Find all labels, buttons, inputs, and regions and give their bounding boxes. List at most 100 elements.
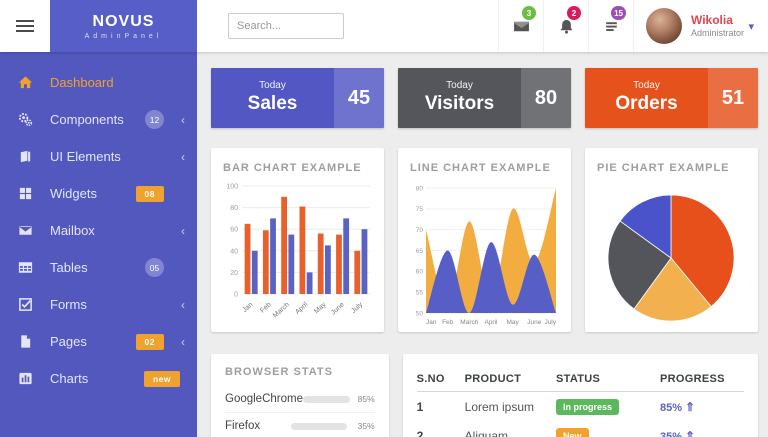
bar-chart: 0 20 40 60 80 100 Jan Feb March April May June July (226, 184, 370, 320)
user-name: Wikolia (691, 12, 733, 27)
browser-percent: 35% (357, 421, 375, 431)
svg-text:55: 55 (416, 289, 424, 296)
cell-sno: 2 (416, 428, 424, 437)
notifications-button[interactable]: 2 (543, 0, 588, 52)
tasks-badge: 15 (611, 6, 626, 20)
grid-icon (18, 186, 35, 202)
svg-text:50: 50 (416, 310, 424, 317)
sidebar-item-label: Pages (50, 334, 87, 349)
logo-title: NOVUS (92, 12, 155, 30)
arrow-up-icon: ⇑ (685, 428, 696, 437)
browser-percent: 85% (357, 394, 375, 404)
sidebar-item-widgets[interactable]: Widgets 08 (0, 175, 197, 212)
browser-stats-card: BROWSER STATS GoogleChrome 85% Firefox 3… (211, 354, 389, 437)
svg-text:April: April (484, 319, 498, 326)
svg-text:March: March (460, 319, 478, 326)
svg-text:20: 20 (230, 270, 238, 277)
sidebar-item-label: Mailbox (50, 223, 95, 238)
svg-text:May: May (507, 319, 520, 326)
sidebar-item-dashboard[interactable]: Dashboard (0, 64, 197, 101)
table-icon (18, 260, 35, 276)
sidebar-item-label: Charts (50, 371, 89, 386)
mail-icon (513, 21, 529, 31)
svg-text:Feb: Feb (259, 301, 273, 314)
sidebar-item-label: Tables (50, 260, 88, 275)
status-badge: In progress (556, 398, 620, 415)
col-header-sno: S.NO (416, 372, 445, 385)
svg-text:Jan: Jan (241, 301, 254, 314)
charts-badge: new (143, 370, 180, 387)
table-header-row: S.NO PRODUCT STATUS PROGRESS (416, 366, 744, 392)
svg-text:July: July (350, 301, 364, 315)
home-icon (18, 75, 35, 91)
sidebar-item-components[interactable]: Components 12 ‹ (0, 101, 197, 138)
sidebar-item-pages[interactable]: Pages 02 ‹ (0, 323, 197, 360)
user-menu[interactable]: Wikolia Administrator ▾ (633, 0, 768, 52)
svg-text:March: March (272, 301, 291, 319)
bottom-row: BROWSER STATS GoogleChrome 85% Firefox 3… (211, 354, 758, 437)
chevron-left-icon: ‹ (181, 112, 185, 127)
stat-label: Sales (247, 93, 298, 115)
table-row: 2 Aliquam New 35% ⇑ (417, 421, 744, 437)
stat-label: Visitors (424, 93, 495, 115)
menu-toggle-button[interactable] (0, 0, 50, 52)
check-square-icon (18, 297, 35, 313)
cell-progress: 35% ⇑ (660, 429, 744, 437)
pie-chart (607, 194, 735, 322)
file-icon (18, 334, 35, 350)
chevron-left-icon: ‹ (181, 149, 185, 164)
cell-sno: 1 (416, 399, 424, 414)
sidebar-item-forms[interactable]: Forms ‹ (0, 286, 197, 323)
line-chart-title: LINE CHART EXAMPLE (410, 162, 551, 174)
charts-row: BAR CHART EXAMPLE 0 20 40 60 80 100 Jan Feb Marc… (211, 148, 758, 332)
stat-card-sales: Today Sales 45 (211, 68, 384, 128)
col-header-progress: PROGRESS (660, 372, 725, 385)
stat-value: 80 (521, 68, 571, 128)
top-header: NOVUS AdminPanel 3 2 15 Wikolia Administ… (0, 0, 768, 52)
line-chart-card: LINE CHART EXAMPLE 50 55 60 65 70 75 80 Jan Feb M… (398, 148, 571, 332)
stat-value: 45 (334, 68, 384, 128)
pie-chart-title: PIE CHART EXAMPLE (597, 162, 730, 174)
tasks-button[interactable]: 15 (588, 0, 633, 52)
tables-badge: 05 (145, 258, 164, 277)
col-header-status: STATUS (556, 372, 601, 385)
sidebar-item-tables[interactable]: Tables 05 (0, 249, 197, 286)
brand-logo: NOVUS AdminPanel (50, 0, 197, 52)
messages-badge: 3 (522, 6, 536, 20)
chevron-left-icon: ‹ (181, 334, 185, 349)
svg-text:April: April (294, 301, 309, 316)
sidebar-item-label: Components (50, 112, 124, 127)
progress-bar (290, 422, 347, 430)
bar-chart-card: BAR CHART EXAMPLE 0 20 40 60 80 100 Jan Feb Marc… (211, 148, 384, 332)
stat-card-visitors: Today Visitors 80 (398, 68, 571, 128)
svg-text:70: 70 (416, 227, 424, 234)
sidebar-item-label: Forms (50, 297, 87, 312)
widgets-badge: 08 (135, 185, 164, 202)
sidebar-item-ui-elements[interactable]: UI Elements ‹ (0, 138, 197, 175)
pie-chart-card: PIE CHART EXAMPLE (585, 148, 758, 332)
components-badge: 12 (145, 110, 164, 129)
svg-text:80: 80 (230, 205, 238, 212)
sidebar-item-charts[interactable]: Charts new (0, 360, 197, 397)
stat-period: Today (446, 79, 473, 91)
bar-chart-title: BAR CHART EXAMPLE (223, 162, 362, 174)
book-icon (18, 149, 35, 165)
logo-subtitle: AdminPanel (84, 32, 163, 40)
notifications-badge: 2 (567, 6, 581, 20)
svg-text:June: June (330, 301, 346, 316)
svg-text:July: July (544, 319, 556, 326)
search-input[interactable] (228, 13, 344, 39)
products-table-card: S.NO PRODUCT STATUS PROGRESS 1 Lorem ips… (402, 354, 758, 437)
sidebar-nav: Dashboard Components 12 ‹ UI Elements ‹ … (0, 52, 197, 437)
messages-button[interactable]: 3 (498, 0, 543, 52)
stat-label: Orders (615, 93, 678, 115)
sidebar-item-label: Widgets (50, 186, 97, 201)
stat-value: 51 (708, 68, 758, 128)
avatar (646, 8, 682, 44)
gears-icon (18, 112, 35, 128)
browser-name: GoogleChrome (225, 393, 303, 405)
sidebar-item-mailbox[interactable]: Mailbox ‹ (0, 212, 197, 249)
sidebar-item-label: Dashboard (50, 75, 114, 90)
bar-chart-icon (18, 371, 35, 387)
chevron-down-icon: ▾ (748, 20, 754, 33)
